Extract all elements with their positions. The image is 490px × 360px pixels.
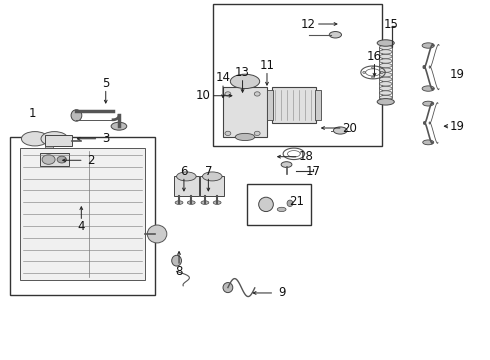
Ellipse shape [225,92,231,96]
Ellipse shape [235,134,255,140]
Bar [20,148,145,280]
Text: 20: 20 [343,122,358,135]
Text: 21: 21 [289,195,304,208]
Bar [213,4,382,146]
Text: 19: 19 [450,120,465,133]
Ellipse shape [379,50,392,54]
Ellipse shape [379,63,392,68]
Ellipse shape [223,283,233,293]
Bar [272,87,316,123]
Bar [10,137,155,295]
Text: 9: 9 [278,287,285,300]
Text: 7: 7 [205,165,212,177]
Text: 17: 17 [306,165,321,177]
Text: 4: 4 [77,220,85,233]
Ellipse shape [379,73,392,77]
Ellipse shape [377,99,394,105]
Ellipse shape [111,122,127,130]
Bar [174,176,198,196]
Ellipse shape [377,40,394,46]
Ellipse shape [175,201,183,204]
Text: 12: 12 [301,18,316,31]
Ellipse shape [230,74,260,89]
Ellipse shape [281,162,292,167]
Ellipse shape [371,67,374,69]
Text: 8: 8 [175,265,183,278]
Text: 1: 1 [29,107,36,120]
Ellipse shape [254,131,260,135]
Text: 13: 13 [235,66,250,79]
Ellipse shape [71,110,82,121]
Ellipse shape [254,92,260,96]
Ellipse shape [379,77,392,81]
Ellipse shape [422,43,434,48]
Text: 16: 16 [367,50,382,63]
Text: 3: 3 [102,132,109,145]
Ellipse shape [380,71,383,73]
Ellipse shape [379,91,392,95]
Ellipse shape [213,201,221,204]
Ellipse shape [202,172,222,181]
Ellipse shape [22,132,49,146]
Ellipse shape [379,68,392,72]
Text: 11: 11 [260,59,274,72]
Bar [223,87,267,137]
Ellipse shape [379,86,392,91]
Ellipse shape [371,76,374,78]
Ellipse shape [187,201,195,204]
Ellipse shape [423,140,434,145]
Bar [45,145,53,148]
Ellipse shape [225,131,231,135]
Text: 5: 5 [102,77,109,90]
Ellipse shape [422,86,434,91]
Text: 15: 15 [384,18,399,31]
Bar [40,153,69,166]
Ellipse shape [176,172,196,181]
Text: 2: 2 [87,154,95,167]
Bar [316,90,321,120]
Ellipse shape [423,101,434,106]
Text: 6: 6 [180,165,188,177]
Ellipse shape [42,155,55,164]
Ellipse shape [329,32,342,38]
Bar [200,176,224,196]
Ellipse shape [57,156,67,163]
Ellipse shape [172,255,181,266]
Ellipse shape [379,95,392,100]
Ellipse shape [259,197,273,212]
Ellipse shape [41,132,68,146]
Ellipse shape [287,200,293,207]
Ellipse shape [379,54,392,59]
Ellipse shape [333,127,347,134]
Ellipse shape [363,71,366,73]
Text: 14: 14 [216,71,230,84]
Bar [45,135,72,146]
Bar [267,90,273,120]
Bar [247,184,311,225]
Ellipse shape [201,201,209,204]
Text: 18: 18 [298,150,314,163]
Text: 19: 19 [450,68,465,81]
Ellipse shape [147,225,167,243]
Ellipse shape [379,82,392,86]
Ellipse shape [379,59,392,63]
Ellipse shape [277,207,286,212]
Ellipse shape [379,45,392,49]
Text: 10: 10 [196,89,211,102]
